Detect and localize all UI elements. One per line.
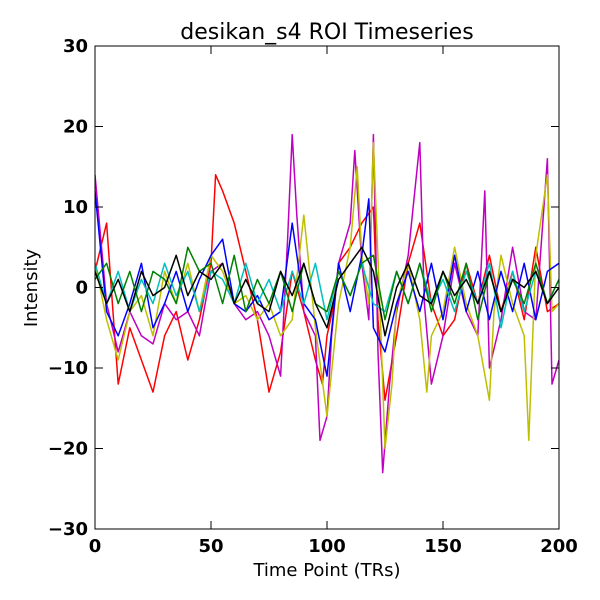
series-line-6: [95, 246, 559, 321]
y-tick-label: −30: [48, 519, 88, 540]
series-line-2: [95, 133, 559, 474]
series-layer: [95, 133, 559, 474]
x-tick-label: 0: [89, 536, 102, 557]
series-line-7: [95, 246, 559, 337]
x-axis-label: Time Point (TRs): [252, 560, 400, 581]
x-tick-label: 200: [540, 536, 578, 557]
y-axis-label: Intensity: [21, 248, 42, 327]
x-tick-label: 50: [198, 536, 223, 557]
plot-frame: [94, 45, 560, 530]
series-line-5: [95, 262, 559, 329]
chart-title: desikan_s4 ROI Timeseries: [180, 20, 473, 45]
y-tick-label: −10: [48, 358, 88, 379]
x-tick-label: 100: [308, 536, 346, 557]
series-line-4: [95, 190, 559, 377]
series-line-1: [95, 174, 559, 401]
y-tick-label: −20: [48, 439, 88, 460]
y-tick-label: 20: [63, 117, 88, 138]
y-tick-label: 0: [75, 278, 88, 299]
y-tick-label: 30: [63, 36, 88, 57]
axis-layer: 0 50 100 150 200 −30 −20 −10 0 10 20 30: [48, 36, 578, 557]
x-tick-label: 150: [424, 536, 462, 557]
y-tick-label: 10: [63, 197, 88, 218]
